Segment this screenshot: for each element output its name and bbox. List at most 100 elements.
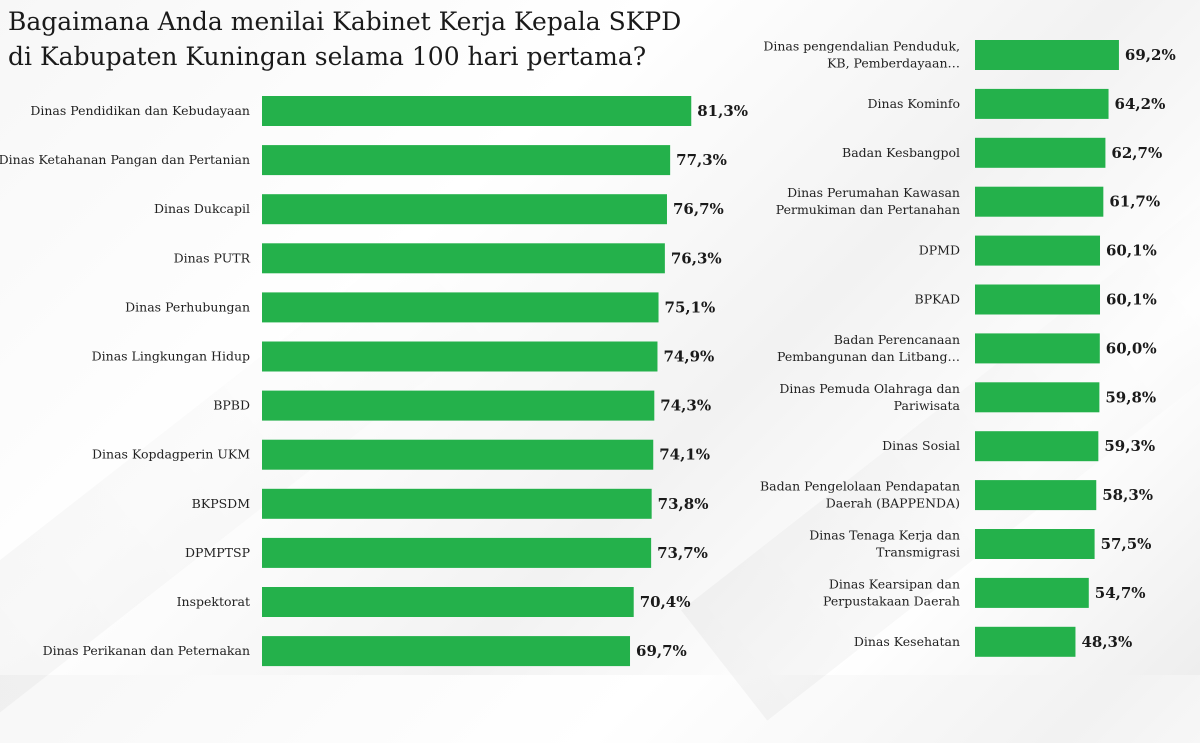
category-label: Dinas pengendalian Penduduk, KB, Pemberda… [763, 39, 960, 71]
bar [262, 145, 671, 176]
category-label: Badan Perencanaan Pembangunan dan Litbang… [777, 332, 960, 364]
bar-chart: 81,3% Dinas Pendidikan dan Kebudayaan 77,3… [0, 39, 1176, 667]
category-label: Dinas Perikanan dan Peternakan [43, 643, 250, 658]
category-label: Dinas PUTR [174, 250, 251, 265]
category-label: DPMPTSP [185, 545, 250, 560]
category-label: Dinas Kominfo [868, 96, 961, 111]
category-label: Dinas Lingkungan Hidup [92, 349, 250, 364]
bar [975, 186, 1104, 217]
data-label: 61,7% [1109, 193, 1160, 211]
data-label: 74,9% [663, 348, 714, 366]
category-label: Dinas Kearsipan dan Perpustakaan Daerah [823, 576, 960, 608]
category-label-line: BPBD [213, 398, 250, 413]
bar [975, 137, 1106, 168]
data-label: 76,3% [671, 249, 722, 267]
category-label: Dinas Perumahan Kawasan Permukiman dan Pe… [776, 185, 960, 217]
bar [262, 390, 655, 421]
category-label-line: Dinas Pendidikan dan Kebudayaan [30, 103, 250, 118]
category-label-line: Dinas PUTR [174, 250, 251, 265]
data-label: 74,3% [660, 397, 711, 415]
data-label: 60,1% [1106, 242, 1157, 260]
category-label-line: Pembangunan dan Litbang… [777, 349, 960, 364]
category-label-line: BPKAD [915, 292, 960, 307]
category-label-line: Transmigrasi [876, 545, 960, 560]
data-label: 60,0% [1106, 339, 1157, 357]
category-label: Dinas Dukcapil [154, 201, 250, 216]
category-label: Dinas Kesehatan [854, 634, 960, 649]
data-label: 54,7% [1095, 584, 1146, 602]
data-label: 60,1% [1106, 291, 1157, 309]
chart-panel-1: 81,3% Dinas Pendidikan dan Kebudayaan 77,3… [0, 96, 748, 667]
category-label-line: Dinas Lingkungan Hidup [92, 349, 250, 364]
category-label-line: Daerah (BAPPENDA) [826, 496, 960, 511]
data-label: 75,1% [665, 298, 716, 316]
bar [262, 636, 631, 667]
bar [975, 626, 1076, 657]
category-label-line: DPMPTSP [185, 545, 250, 560]
data-label: 74,1% [659, 446, 710, 464]
category-label: BPKAD [915, 292, 960, 307]
data-label: 77,3% [676, 151, 727, 169]
data-label: 64,2% [1115, 95, 1166, 113]
bar [262, 341, 658, 372]
bar [262, 96, 692, 126]
category-label-line: Inspektorat [177, 594, 250, 609]
category-label-line: Dinas Perikanan dan Peternakan [43, 643, 250, 658]
category-label: Dinas Pendidikan dan Kebudayaan [30, 103, 250, 118]
bar [975, 333, 1100, 364]
data-label: 62,7% [1111, 144, 1162, 162]
bar [262, 439, 654, 470]
data-label: 69,7% [636, 642, 687, 660]
category-label-line: Dinas Kesehatan [854, 634, 960, 649]
data-label: 57,5% [1101, 535, 1152, 553]
bar [975, 284, 1101, 315]
bar [262, 537, 652, 568]
category-label-line: Dinas Kearsipan dan [829, 576, 960, 591]
data-label: 76,7% [673, 200, 724, 218]
data-label: 59,8% [1105, 388, 1156, 406]
category-label-line: Permukiman dan Pertanahan [776, 202, 960, 217]
category-label: Dinas Sosial [882, 438, 960, 453]
category-label: Badan Pengelolaan Pendapatan Daerah (BAPP… [760, 479, 960, 511]
category-label-line: Dinas Dukcapil [154, 201, 250, 216]
chart-panel-2: 69,2% Dinas pengendalian Penduduk, KB, Pem… [760, 39, 1176, 657]
category-label-line: KB, Pemberdayaan… [827, 56, 960, 71]
category-label: BPBD [213, 398, 250, 413]
data-label: 48,3% [1081, 633, 1132, 651]
bar [975, 88, 1109, 119]
data-label: 59,3% [1104, 437, 1155, 455]
category-label-line: DPMD [919, 243, 960, 258]
bar [975, 235, 1101, 266]
chart-title-line: di Kabupaten Kuningan selama 100 hari pe… [8, 42, 647, 71]
category-label: Inspektorat [177, 594, 250, 609]
category-label-line: Badan Perencanaan [834, 332, 960, 347]
bar [975, 480, 1097, 511]
category-label: Dinas Pemuda Olahraga dan Pariwisata [779, 381, 960, 413]
category-label: DPMD [919, 243, 960, 258]
category-label-line: Badan Kesbangpol [842, 145, 960, 160]
category-label: Dinas Kopdagperin UKM [92, 447, 250, 462]
category-label-line: Dinas Ketahanan Pangan dan Pertanian [0, 152, 250, 167]
chart-title: Bagaimana Anda menilai Kabinet Kerja Kep… [8, 4, 708, 74]
category-label-line: Dinas Perhubungan [125, 299, 250, 314]
category-label-line: Badan Pengelolaan Pendapatan [760, 479, 960, 494]
data-label: 70,4% [640, 593, 691, 611]
category-label-line: Dinas pengendalian Penduduk, [763, 39, 960, 54]
bar [262, 194, 667, 225]
category-label-line: BKPSDM [192, 496, 251, 511]
category-label-line: Dinas Kominfo [868, 96, 961, 111]
bar [975, 529, 1095, 559]
data-label: 73,7% [657, 544, 708, 562]
bar [262, 488, 652, 519]
category-label-line: Dinas Pemuda Olahraga dan [779, 381, 960, 396]
bar [975, 40, 1119, 70]
category-label: Dinas Tenaga Kerja dan Transmigrasi [809, 528, 960, 560]
data-label: 81,3% [697, 102, 748, 120]
category-label-line: Perpustakaan Daerah [823, 593, 960, 608]
category-label-line: Dinas Tenaga Kerja dan [809, 528, 960, 543]
bar [262, 243, 665, 274]
bar [975, 382, 1100, 413]
chart-title-line: Bagaimana Anda menilai Kabinet Kerja Kep… [8, 7, 682, 36]
category-label: BKPSDM [192, 496, 251, 511]
category-label: Badan Kesbangpol [842, 145, 960, 160]
